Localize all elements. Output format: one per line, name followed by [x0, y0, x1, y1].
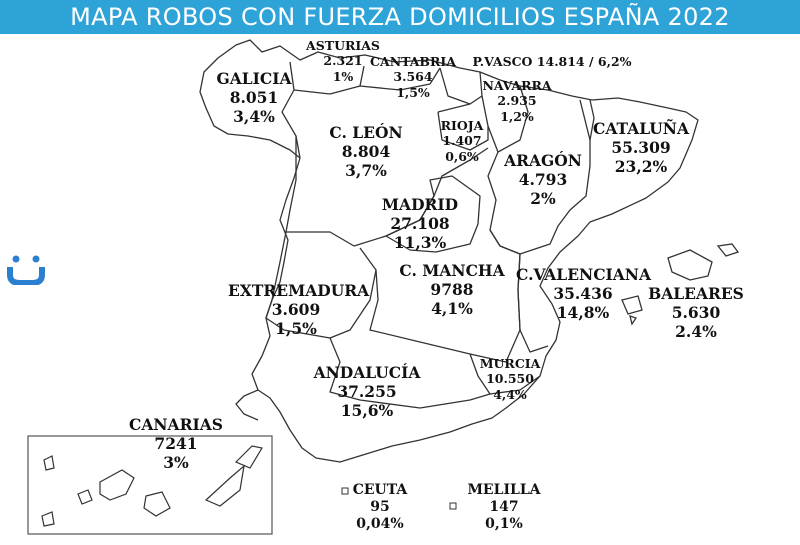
region-name: CEUTA: [352, 482, 408, 498]
region-asturias: ASTURIAS 2.321 1%: [300, 38, 386, 84]
region-pct: 0,04%: [356, 516, 404, 533]
baleares-islands: [621, 243, 740, 326]
region-value: 9788: [430, 279, 474, 299]
border-cantabria: [359, 65, 441, 87]
region-value: 147: [489, 499, 519, 516]
region-name: ASTURIAS: [306, 38, 380, 53]
melilla-marker: [449, 502, 457, 510]
border-valencia: [517, 253, 549, 353]
region-pct: 1,5%: [275, 318, 317, 338]
region-value: 4.793: [518, 169, 568, 189]
region-baleares: BALEARES 5.630 2.4%: [644, 284, 748, 342]
border-madrid: [385, 175, 481, 253]
region-value: 3.564: [393, 69, 433, 85]
region-pct: 2.4%: [675, 321, 717, 341]
border-navarra: [481, 85, 529, 153]
region-ceuta: CEUTA 95 0,04%: [348, 482, 412, 533]
region-pct: 3,7%: [345, 160, 387, 180]
region-value: 8.051: [229, 87, 279, 107]
region-value: 27.108: [390, 213, 450, 233]
ceuta-marker: [341, 487, 349, 495]
region-aragon: ARAGÓN 4.793 2%: [498, 151, 588, 209]
border-cataluna: [589, 99, 595, 141]
region-name: ANDALUCÍA: [313, 363, 421, 382]
region-rioja: RIOJA 1.407 0,6%: [434, 118, 490, 164]
region-value: 37.255: [337, 381, 397, 401]
region-cmancha: C. MANCHA 9788 4,1%: [396, 261, 508, 319]
region-pct: 4,1%: [431, 298, 473, 318]
region-pct: 1%: [332, 68, 354, 84]
region-cataluna: CATALUÑA 55.309 23,2%: [586, 119, 696, 177]
region-value: 5.630: [671, 302, 721, 322]
region-value: 2.935: [497, 93, 537, 109]
canarias-islands: [41, 445, 263, 527]
region-name: MELILLA: [467, 482, 541, 498]
region-name: BALEARES: [648, 284, 744, 303]
region-pct: 11,3%: [393, 232, 447, 252]
region-pct: 14,8%: [556, 302, 610, 322]
region-value: 1.407: [442, 133, 482, 149]
region-name: CATALUÑA: [593, 119, 689, 138]
canarias-inset: [27, 435, 273, 535]
region-andalucia: ANDALUCÍA 37.255 15,6%: [312, 363, 422, 421]
region-value: 95: [370, 499, 390, 516]
region-name: C.VALENCIANA: [516, 265, 651, 284]
region-value: 2.321: [323, 53, 363, 69]
region-cantabria: CANTABRIA 3.564 1,5%: [366, 54, 460, 100]
region-value: 8.804: [341, 141, 391, 161]
peninsula-outline: [199, 39, 699, 463]
border-galicia: [281, 61, 301, 159]
region-value: 7241: [154, 433, 198, 453]
border-andalucia: [329, 337, 491, 409]
region-pct: 0,1%: [485, 516, 523, 533]
region-pct: 2%: [530, 188, 556, 208]
region-galicia: GALICIA 8.051 3,4%: [212, 69, 296, 127]
region-canarias: CANARIAS 7241 3%: [126, 415, 226, 473]
border-extremadura: [265, 231, 377, 339]
region-murcia: MURCIA 10.550 4,4%: [472, 356, 548, 402]
region-pct: 1,2%: [500, 108, 534, 124]
region-name: C. MANCHA: [399, 261, 505, 280]
map-title: MAPA ROBOS CON FUERZA DOMICILIOS ESPAÑA …: [70, 3, 730, 31]
region-pct: 0,6%: [445, 148, 479, 164]
region-pct: 1,5%: [396, 84, 430, 100]
border-rioja: [437, 103, 489, 151]
region-value: 3.609: [271, 299, 321, 319]
region-value: 35.436: [553, 283, 613, 303]
region-pvasco: P.VASCO 14.814 / 6,2%: [462, 54, 642, 69]
title-bar: MAPA ROBOS CON FUERZA DOMICILIOS ESPAÑA …: [0, 0, 800, 34]
border-aragon: [487, 99, 591, 255]
region-value: 55.309: [611, 137, 671, 157]
region-name: CANARIAS: [129, 415, 223, 434]
region-name: RIOJA: [440, 118, 484, 133]
region-pct: 3%: [163, 452, 189, 472]
region-value: 10.550: [486, 371, 534, 387]
region-name: GALICIA: [216, 69, 292, 88]
region-name: C. LEÓN: [329, 123, 403, 142]
brand-logo-icon: [7, 255, 45, 285]
region-cleon: C. LEÓN 8.804 3,7%: [320, 123, 412, 181]
region-cvalenciana: C.VALENCIANA 35.436 14,8%: [516, 265, 651, 323]
region-navarra: NAVARRA 2.935 1,2%: [474, 78, 560, 124]
region-pct: 23,2%: [614, 156, 668, 176]
border-cyl-south: [285, 136, 489, 247]
region-pct: 15,6%: [340, 400, 394, 420]
border-cmancha: [369, 229, 521, 363]
region-name: MADRID: [381, 195, 459, 214]
region-name: EXTREMADURA: [228, 281, 370, 300]
region-madrid: MADRID 27.108 11,3%: [370, 195, 470, 253]
region-pct: 3,4%: [233, 106, 275, 126]
region-extremadura: EXTREMADURA 3.609 1,5%: [228, 281, 370, 339]
region-name: ARAGÓN: [504, 151, 582, 170]
region-name: NAVARRA: [482, 78, 552, 93]
region-pct: 4,4%: [493, 386, 527, 402]
region-melilla: MELILLA 147 0,1%: [466, 482, 542, 533]
region-name: MURCIA: [479, 356, 541, 371]
region-name: P.VASCO 14.814 / 6,2%: [472, 54, 632, 69]
region-name: CANTABRIA: [370, 54, 456, 69]
